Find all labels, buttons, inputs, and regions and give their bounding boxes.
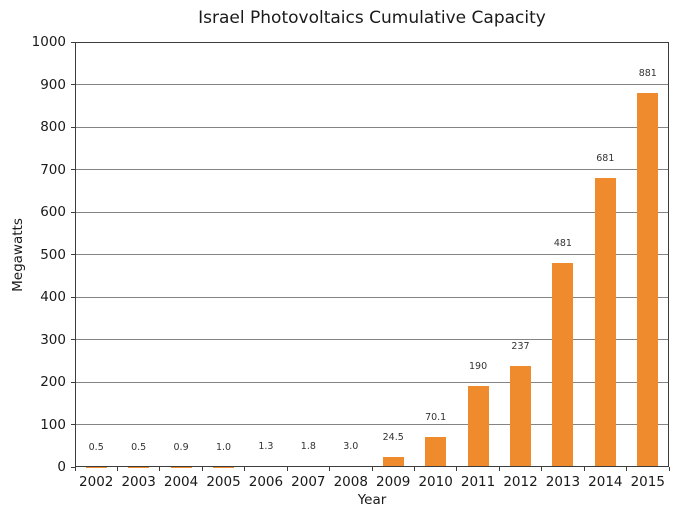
bar-2006 xyxy=(255,466,277,467)
bar-2015 xyxy=(637,92,659,467)
y-tick-label-200: 200 xyxy=(40,374,66,390)
x-tick-label-2005: 2005 xyxy=(206,474,241,490)
x-tick-6 xyxy=(329,467,331,471)
bar-value-label-2004: 0.9 xyxy=(173,441,189,453)
x-tick-5 xyxy=(286,467,288,471)
x-tick-8 xyxy=(413,467,415,471)
y-tick-300 xyxy=(71,339,75,340)
y-tick-900 xyxy=(71,84,75,85)
chart-title: Israel Photovoltaics Cumulative Capacity xyxy=(198,8,546,28)
x-tick-label-2014: 2014 xyxy=(588,474,623,490)
y-tick-label-500: 500 xyxy=(40,246,66,263)
bar-value-label-2015: 881 xyxy=(638,67,657,79)
bar-value-label-2008: 3.0 xyxy=(343,440,359,452)
bar-2013 xyxy=(552,262,574,467)
bar-2011 xyxy=(467,386,489,467)
gridline-500 xyxy=(75,254,669,255)
x-tick-label-2013: 2013 xyxy=(545,474,581,490)
x-tick-4 xyxy=(244,467,246,471)
x-tick-label-2007: 2007 xyxy=(291,474,326,490)
gridline-200 xyxy=(75,381,669,383)
bar-value-label-2014: 681 xyxy=(596,152,615,164)
bar-value-label-2013: 481 xyxy=(553,237,572,249)
x-tick-2 xyxy=(159,467,161,471)
bar-value-label-2007: 1.8 xyxy=(300,441,316,453)
x-tick-11 xyxy=(541,467,543,471)
y-tick-label-100: 100 xyxy=(40,416,66,433)
y-tick-label-400: 400 xyxy=(40,289,66,305)
x-tick-label-2004: 2004 xyxy=(163,474,199,490)
bar-2008 xyxy=(340,465,362,467)
y-tick-400 xyxy=(71,296,75,298)
x-tick-label-2011: 2011 xyxy=(460,474,496,490)
x-tick-label-2002: 2002 xyxy=(79,474,114,490)
bar-value-label-2010: 70.1 xyxy=(425,412,447,424)
x-tick-9 xyxy=(456,467,458,471)
y-tick-800 xyxy=(71,126,75,128)
x-tick-label-2006: 2006 xyxy=(248,474,284,490)
bar-value-label-2006: 1.3 xyxy=(258,441,274,453)
y-tick-label-1000: 1000 xyxy=(31,34,66,50)
bar-value-label-2003: 0.5 xyxy=(131,441,147,453)
bar-value-label-2002: 0.5 xyxy=(88,441,104,453)
bar-2007 xyxy=(297,466,319,467)
y-tick-label-0: 0 xyxy=(57,459,66,475)
y-tick-0 xyxy=(71,466,75,468)
x-tick-label-2010: 2010 xyxy=(418,474,453,490)
bar-value-label-2009: 24.5 xyxy=(382,431,404,443)
y-tick-100 xyxy=(71,424,75,425)
gridline-300 xyxy=(75,339,669,340)
x-tick-13 xyxy=(626,467,628,471)
y-tick-label-900: 900 xyxy=(40,76,66,93)
x-tick-12 xyxy=(583,467,585,471)
x-tick-3 xyxy=(201,467,203,471)
x-tick-label-2015: 2015 xyxy=(630,474,665,490)
y-tick-1000 xyxy=(71,41,75,43)
x-tick-label-2003: 2003 xyxy=(121,474,156,490)
gridline-900 xyxy=(75,84,669,85)
bar-2012 xyxy=(510,366,531,467)
gridline-400 xyxy=(75,296,669,298)
x-tick-label-2008: 2008 xyxy=(333,474,368,490)
x-tick-label-2012: 2012 xyxy=(503,474,538,490)
y-tick-200 xyxy=(71,381,75,383)
x-tick-7 xyxy=(371,467,373,471)
y-tick-label-700: 700 xyxy=(40,161,66,178)
bar-value-label-2005: 1.0 xyxy=(215,441,232,453)
x-tick-14 xyxy=(668,467,670,471)
bar-value-label-2012: 237 xyxy=(511,341,530,353)
y-tick-label-600: 600 xyxy=(40,204,66,220)
y-tick-label-300: 300 xyxy=(40,331,66,348)
bar-2010 xyxy=(425,437,447,467)
gridline-700 xyxy=(75,169,669,170)
y-tick-600 xyxy=(71,211,75,213)
y-tick-label-800: 800 xyxy=(40,119,66,135)
bar-2009 xyxy=(382,456,404,467)
x-tick-1 xyxy=(116,467,118,471)
x-axis-label: Year xyxy=(357,492,387,508)
gridline-600 xyxy=(75,211,669,213)
bar-2014 xyxy=(594,177,616,467)
x-tick-10 xyxy=(498,467,500,471)
bar-value-label-2011: 190 xyxy=(468,361,488,373)
gridline-100 xyxy=(75,424,669,425)
x-tick-0 xyxy=(74,467,76,471)
x-tick-label-2009: 2009 xyxy=(376,474,411,490)
y-tick-500 xyxy=(71,254,75,255)
gridline-800 xyxy=(75,126,669,128)
y-tick-700 xyxy=(71,169,75,170)
